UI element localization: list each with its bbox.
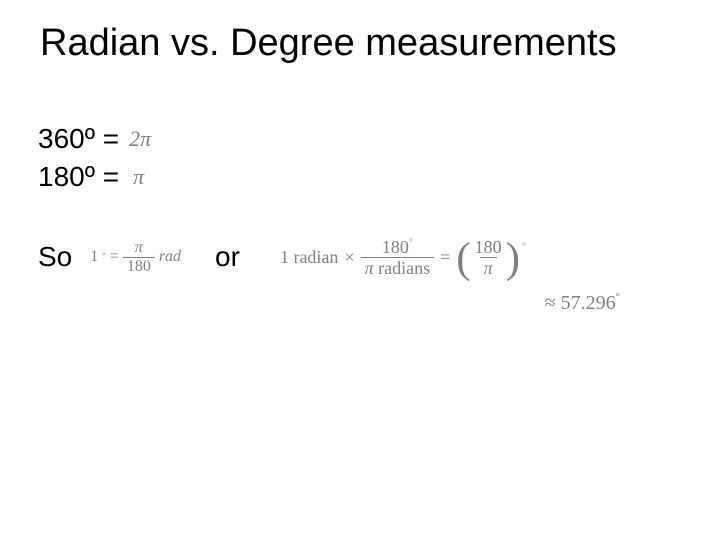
approx-result: ≈ 57.296° [545,290,620,317]
equation-180: 180º = π [38,158,690,196]
f1-fraction: π 180 [123,240,155,275]
so-row: So 1° = π 180 rad or 1 radian × 180° [38,238,690,277]
f2-paren-den: π [480,257,497,277]
f2-lead: 1 radian [280,245,338,269]
f2-num-val: 180 [382,237,409,257]
slide: Radian vs. Degree measurements 360º = 2π… [0,0,720,540]
f2-den-pi: π [365,258,374,278]
formula-degree-to-rad: 1 ° = π 180 rad [90,240,181,275]
f1-den: 180 [123,257,155,275]
eq-180-right: π [133,162,144,192]
degree-symbol-icon-4: ° [616,291,620,303]
f2-equals: = [440,245,450,269]
or-label: or [215,238,240,276]
f2-paren-frac: 180 π [471,238,506,277]
formula-rad-to-degree: 1 radian × 180° π radians = ( 180 π [280,238,526,277]
f2-den-word: radians [374,258,430,278]
f1-num: π [131,240,147,257]
f1-equals: = [110,246,119,268]
f2-paren-group: ( 180 π ) ° [456,238,526,277]
approx-value: 57.296 [561,292,616,314]
approx-symbol: ≈ [545,292,556,314]
eq-360-left: 360º = [38,120,119,158]
f2-paren-num: 180 [471,238,506,257]
degree-symbol-icon: ° [102,250,106,262]
so-label: So [38,238,72,276]
f2-fraction: 180° π radians [361,238,435,277]
f2-times: × [344,245,354,269]
eq-180-left: 180º = [38,158,119,196]
equation-360: 360º = 2π [38,120,690,158]
degree-symbol-icon-2: ° [409,237,413,248]
slide-body: 360º = 2π 180º = π So 1 ° = π 180 rad or [38,120,690,277]
f2-num: 180° [378,238,417,257]
f1-rad: rad [159,246,181,268]
eq-360-right: 2π [129,124,151,154]
degree-symbol-icon-3: ° [522,240,526,253]
f1-one: 1 [90,246,98,268]
slide-title: Radian vs. Degree measurements [40,22,700,65]
f2-den: π radians [361,257,435,277]
